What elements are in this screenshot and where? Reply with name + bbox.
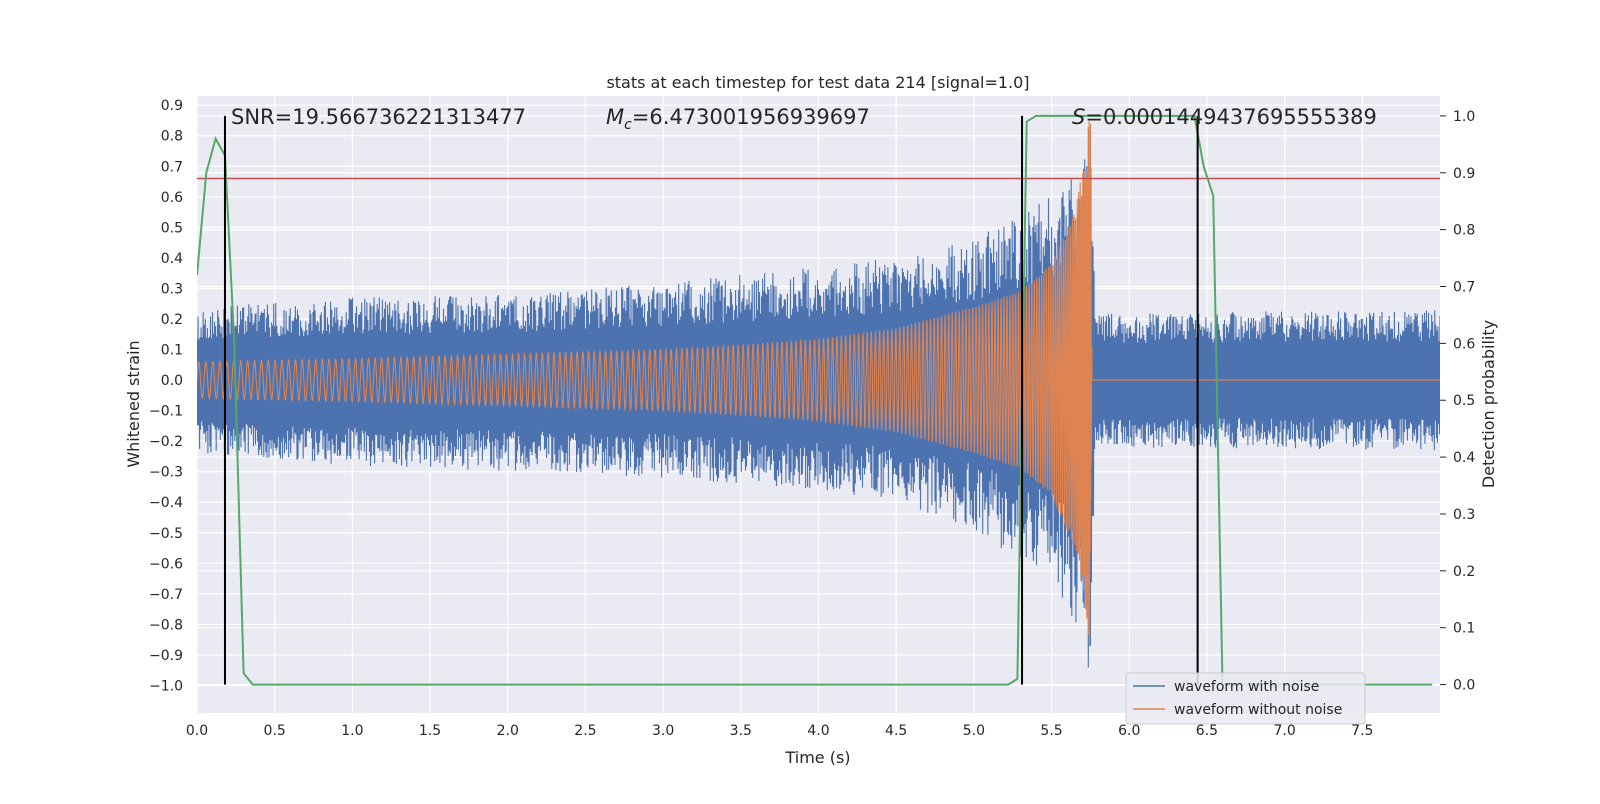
y-right-tick-label: 0.5: [1453, 393, 1475, 409]
y-tick-label: 0.0: [161, 373, 183, 389]
chirp-mass-symbol: M: [606, 105, 624, 129]
snr-annotation: SNR=19.566736221313477: [231, 105, 526, 129]
y-tick-label: 0.8: [161, 129, 183, 145]
legend-label-clean: waveform without noise: [1174, 702, 1342, 718]
x-tick-label: 7.0: [1273, 723, 1295, 739]
s-symbol: S: [1072, 105, 1085, 129]
x-tick-label: 1.5: [419, 723, 441, 739]
x-axis-label: Time (s): [784, 748, 850, 767]
x-tick-label: 6.5: [1196, 723, 1218, 739]
y-tick-label: −0.2: [149, 434, 183, 450]
y-right-tick-label: 1.0: [1453, 109, 1475, 125]
series-layer: [197, 121, 1440, 668]
chart-title: stats at each timestep for test data 214…: [606, 73, 1029, 92]
y-tick-label: −0.7: [149, 587, 183, 603]
x-tick-label: 7.5: [1351, 723, 1373, 739]
y-tick-label: 0.1: [161, 343, 183, 359]
x-tick-label: 6.0: [1118, 723, 1140, 739]
x-tick-label: 5.5: [1040, 723, 1062, 739]
legend-box: [1125, 672, 1366, 725]
waveform-with-noise-line: [197, 159, 1440, 668]
x-tick-label: 3.0: [652, 723, 674, 739]
y-tick-label: 0.5: [161, 220, 183, 236]
y-tick-label: −0.5: [149, 526, 183, 542]
y-right-tick-label: 0.4: [1453, 450, 1475, 466]
y-tick-label: −1.0: [149, 679, 183, 695]
y-tick-label: −0.4: [149, 495, 183, 511]
y-tick-label: 0.6: [161, 190, 183, 206]
x-tick-label: 0.5: [264, 723, 286, 739]
y-tick-label: 0.3: [161, 281, 183, 297]
y-axis-label: Whitened strain: [124, 340, 143, 467]
legend: waveform with noise waveform without noi…: [1125, 672, 1366, 725]
overlay-layer: [197, 114, 1440, 686]
y-tick-label: −0.8: [149, 617, 183, 633]
x-tick-label: 4.5: [885, 723, 907, 739]
y-tick-label: −0.3: [149, 465, 183, 481]
y-right-tick-label: 0.9: [1453, 166, 1475, 182]
x-tick-label: 2.0: [497, 723, 519, 739]
y-right-tick-label: 0.2: [1453, 564, 1475, 580]
x-tick-label: 5.0: [963, 723, 985, 739]
y-tick-label: −0.9: [149, 648, 183, 664]
x-tick-label: 3.5: [730, 723, 752, 739]
x-tick-label: 4.0: [807, 723, 829, 739]
y-right-tick-label: 0.8: [1453, 223, 1475, 239]
chirp-mass-annotation: Mc=6.473001956939697: [606, 105, 870, 133]
chirp-mass-subscript: c: [624, 117, 632, 133]
y-tick-label: −0.6: [149, 556, 183, 572]
y-tick-label: 0.7: [161, 159, 183, 175]
s-annotation: S=0.0001449437695555389: [1072, 105, 1377, 129]
y-right-tick-label: 0.6: [1453, 336, 1475, 352]
y-right-tick-label: 0.0: [1453, 678, 1475, 694]
waveform-without-noise-line: [197, 121, 1440, 646]
x-tick-label: 1.0: [341, 723, 363, 739]
axes: 0.0 0.5 1.0 1.5 2.0 2.5 3.0 3.5 4.0 4.5 5.0 5.5 6.0 6…: [149, 98, 1475, 739]
chirp-mass-value: =6.473001956939697: [632, 105, 870, 129]
y-tick-label: 0.2: [161, 312, 183, 328]
y-tick-label: 0.9: [161, 98, 183, 114]
y-tick-label: 0.4: [161, 251, 183, 267]
y-right-tick-label: 0.1: [1453, 621, 1475, 637]
legend-label-noise: waveform with noise: [1174, 679, 1319, 695]
x-tick-label: 0.0: [186, 723, 208, 739]
s-value: =0.0001449437695555389: [1085, 105, 1377, 129]
y-tick-label: −0.1: [149, 404, 183, 420]
y-right-axis-label: Detection probability: [1479, 320, 1498, 488]
y-right-tick-label: 0.7: [1453, 280, 1475, 296]
y-right-tick-label: 0.3: [1453, 507, 1475, 523]
x-tick-label: 2.5: [574, 723, 596, 739]
